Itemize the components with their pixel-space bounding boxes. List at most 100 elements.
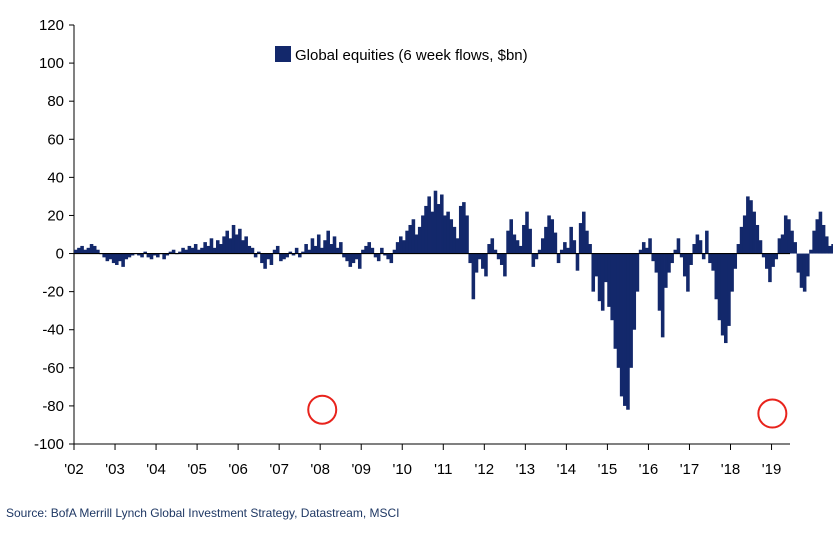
bar [828, 245, 832, 254]
bar [323, 240, 327, 254]
bar [260, 253, 264, 264]
bar [487, 244, 491, 254]
bar [215, 240, 220, 254]
bar [600, 253, 605, 311]
bar [367, 242, 372, 254]
bar [285, 253, 289, 258]
bar [742, 215, 747, 254]
bar [821, 224, 826, 254]
bar [168, 251, 173, 254]
bar [597, 253, 602, 302]
bar [326, 230, 330, 254]
bar [430, 211, 435, 254]
bar [247, 245, 252, 254]
x-tick-label: '15 [598, 461, 618, 478]
bar [200, 247, 204, 254]
y-tick-label: -80 [42, 398, 64, 415]
bar [234, 234, 239, 254]
bar [342, 253, 346, 258]
bar [493, 249, 498, 254]
bar [380, 247, 384, 254]
x-tick-label: '02 [64, 461, 84, 478]
bar [266, 253, 271, 260]
highlight-circle [757, 398, 788, 429]
bar [383, 253, 387, 256]
bar [758, 240, 763, 254]
bar [449, 219, 454, 254]
bar [137, 253, 141, 256]
bar [477, 253, 482, 260]
bar [515, 240, 520, 254]
bar [121, 253, 125, 267]
bar [619, 253, 624, 397]
bar [241, 240, 245, 254]
bar [462, 202, 466, 254]
bar [578, 223, 583, 254]
bars [74, 190, 833, 410]
bar [376, 253, 381, 262]
annotations [307, 394, 788, 429]
bar [708, 253, 712, 264]
bar [301, 251, 305, 254]
bar [572, 240, 577, 254]
bar [626, 253, 630, 410]
bar [525, 211, 529, 254]
bar [187, 245, 192, 254]
bar [768, 253, 772, 283]
bar [171, 249, 176, 254]
x-tick-label: '12 [475, 461, 495, 478]
bar [802, 253, 807, 292]
bar [165, 253, 170, 256]
y-tick-label: 60 [47, 131, 64, 148]
bar [695, 234, 700, 254]
bar [351, 253, 356, 264]
bar [496, 253, 501, 260]
bar [582, 211, 586, 254]
bar [730, 253, 734, 292]
bar [361, 249, 365, 254]
bar [780, 234, 785, 254]
bar [414, 234, 419, 254]
bar [705, 230, 709, 254]
bar [219, 244, 223, 254]
bar [111, 253, 116, 264]
bar [575, 253, 580, 271]
bar [405, 230, 409, 254]
bar [354, 253, 359, 260]
bar [613, 253, 618, 349]
bar [427, 196, 431, 254]
bar [733, 253, 738, 269]
bar [320, 247, 324, 254]
bar [799, 253, 804, 288]
y-tick-label: 100 [39, 55, 64, 72]
bar [686, 253, 690, 292]
y-tick-label: 80 [47, 93, 64, 110]
x-tick-label: '14 [557, 461, 577, 478]
bar [298, 253, 302, 258]
bar [679, 253, 684, 258]
x-tick-label: '17 [680, 461, 700, 478]
x-tick-label: '13 [516, 461, 536, 478]
bar [282, 253, 286, 260]
bar [616, 253, 621, 368]
bar [364, 245, 368, 254]
bar [149, 253, 154, 260]
bar [206, 245, 211, 254]
x-tick-label: '06 [228, 461, 248, 478]
bar [279, 253, 283, 262]
bar [717, 253, 722, 321]
x-tick-label: '03 [105, 461, 125, 478]
bar [670, 253, 674, 264]
bar [253, 253, 258, 258]
bar [667, 253, 671, 273]
bar [310, 238, 315, 254]
x-tick-label: '04 [146, 461, 166, 478]
bar [212, 247, 217, 254]
bar [591, 253, 596, 292]
bar [162, 253, 166, 260]
bar [348, 253, 353, 267]
legend-swatch [275, 46, 291, 62]
bar [288, 251, 293, 254]
bar [152, 253, 157, 256]
